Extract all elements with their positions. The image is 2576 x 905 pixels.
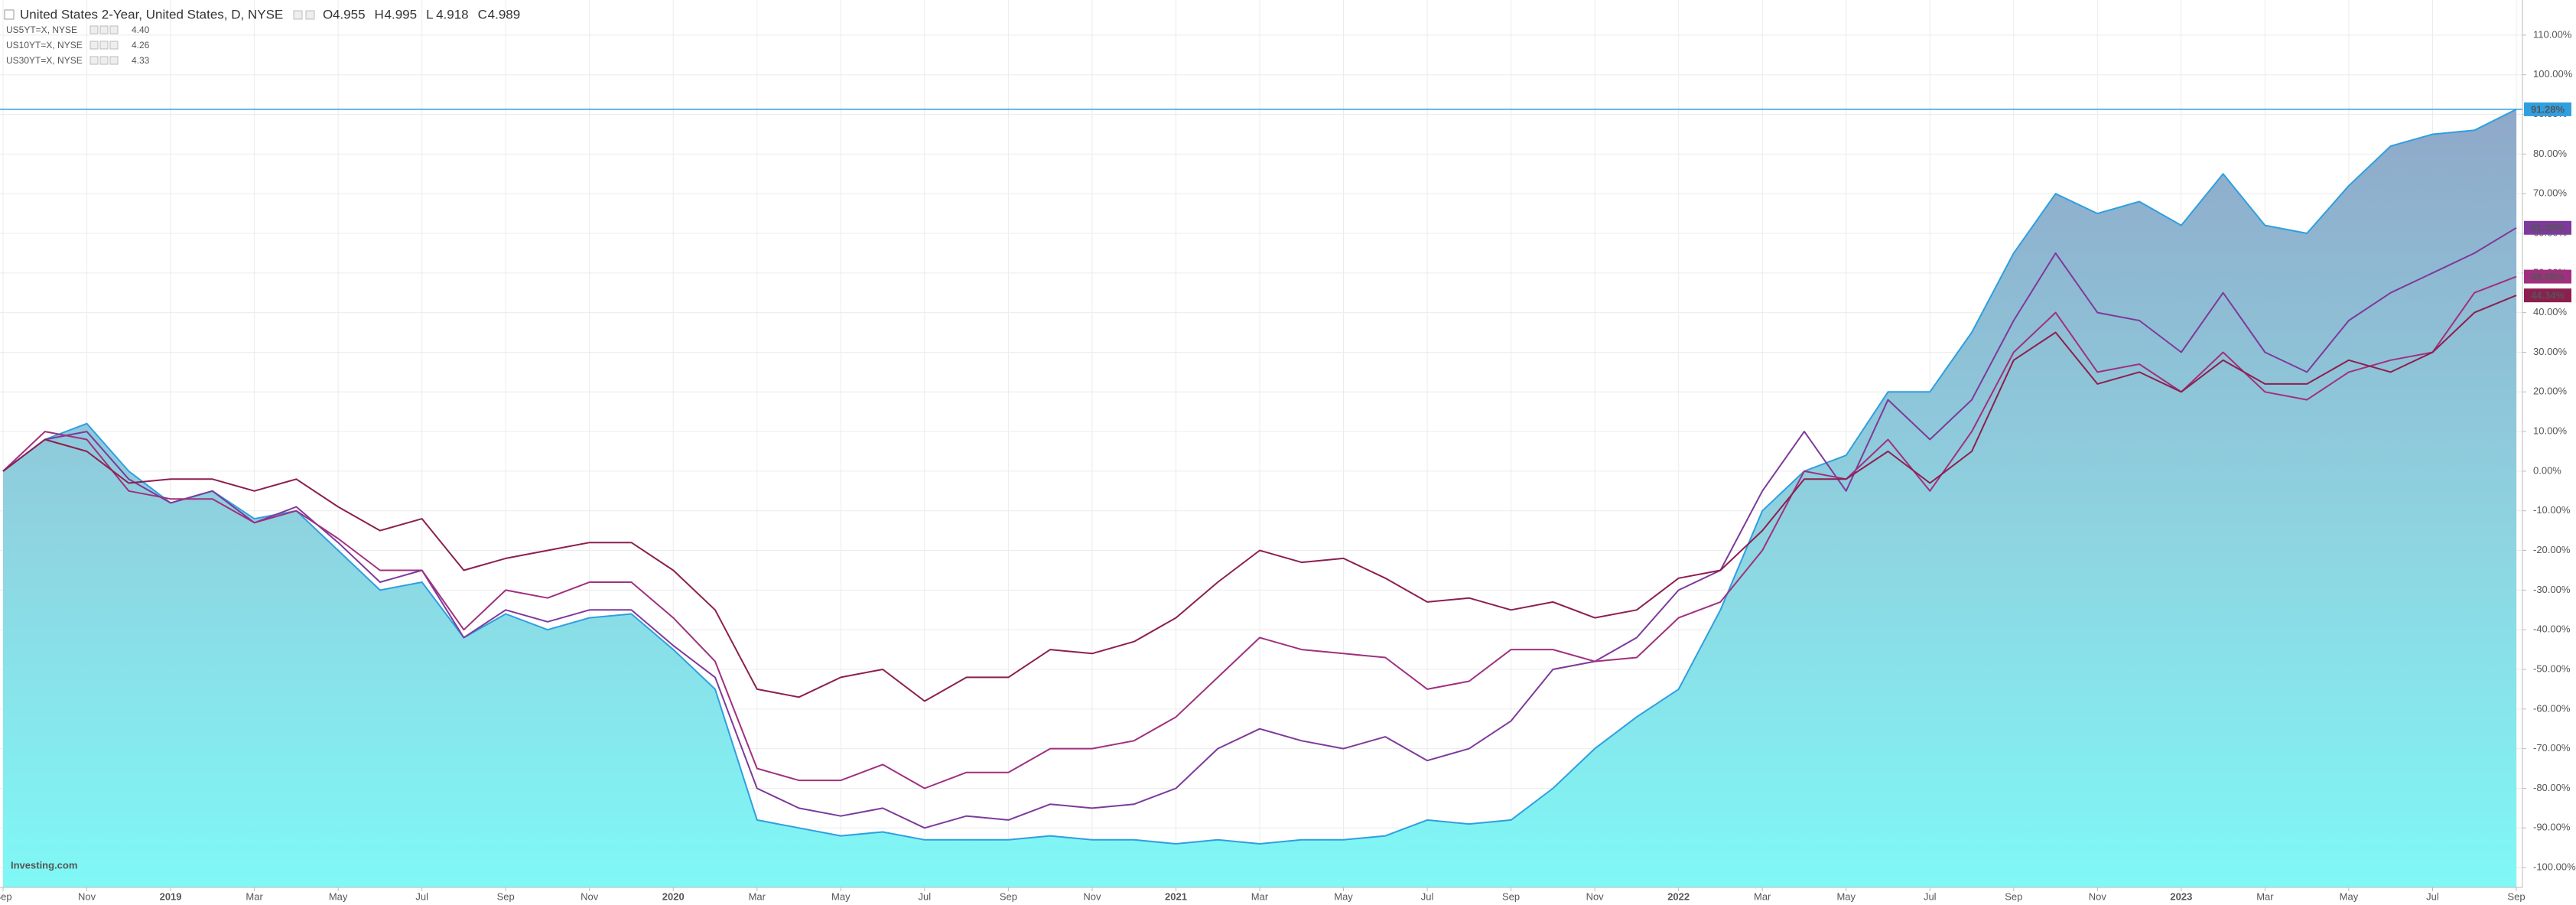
x-tick-label: Nov (1586, 890, 1605, 902)
y-tick-label: 30.00% (2533, 346, 2568, 357)
y-tick-label: 100.00% (2533, 68, 2573, 80)
collapse-icon (4, 9, 15, 20)
x-tick-label: Jul (415, 890, 428, 902)
legend-icon (99, 25, 109, 34)
y-tick-label: -10.00% (2533, 504, 2571, 516)
y-tick-label: -20.00% (2533, 544, 2571, 555)
last-value-label: 49.08% (2531, 271, 2565, 282)
x-tick-label: May (1334, 890, 1353, 902)
y-tick-label: 40.00% (2533, 306, 2568, 317)
x-tick-label: Nov (1083, 890, 1101, 902)
y-tick-label: -90.00% (2533, 822, 2571, 833)
x-tick-label: Sep (2005, 890, 2022, 902)
x-tick-label: Jul (1924, 890, 1937, 902)
y-tick-label: -100.00% (2533, 861, 2576, 873)
x-tick-label: Sep (0, 890, 12, 902)
legend-name: US10YT=X, NYSE (6, 40, 83, 50)
ohlc-value: 4.918 (436, 7, 469, 21)
x-tick-label: Nov (2089, 890, 2107, 902)
x-tick-label: May (2340, 890, 2359, 902)
last-value-label: 44.34% (2531, 290, 2565, 301)
y-tick-label: 0.00% (2533, 464, 2561, 476)
last-value-label: 91.28% (2531, 103, 2565, 115)
y-tick-label: 20.00% (2533, 386, 2568, 397)
y-tick-label: 70.00% (2533, 187, 2568, 199)
x-tick-label: Mar (2256, 890, 2274, 902)
icon (293, 10, 303, 20)
last-value-tag (2524, 220, 2571, 235)
watermark: Investing.com (11, 859, 77, 871)
x-tick-label: Mar (749, 890, 766, 902)
x-tick-label: 2019 (160, 890, 182, 902)
legend-value: 4.33 (132, 55, 150, 66)
legend-value: 4.26 (132, 40, 150, 50)
x-tick-label: May (1836, 890, 1856, 902)
x-tick-label: Nov (581, 890, 599, 902)
legend-icon (89, 41, 99, 50)
y-tick-label: -30.00% (2533, 584, 2571, 595)
x-tick-label: Jul (919, 890, 932, 902)
legend-icon (99, 56, 109, 65)
x-tick-label: Jul (1421, 890, 1434, 902)
x-tick-label: 2020 (662, 890, 685, 902)
x-tick-label: 2021 (1165, 890, 1187, 902)
x-tick-label: Mar (1251, 890, 1269, 902)
legend-icon (109, 56, 119, 65)
line (2, 275, 2517, 789)
area (3, 109, 2516, 887)
ohlc-value: 4.955 (333, 7, 366, 21)
x-tick-label: May (831, 890, 851, 902)
x-tick-label: 2022 (1667, 890, 1690, 902)
ohlc-label: C (478, 7, 487, 21)
header-title: United States 2-Year, United States, D, … (20, 7, 283, 21)
legend-icon (109, 25, 119, 34)
y-tick-label: -70.00% (2533, 742, 2571, 754)
line (2, 295, 2517, 702)
line (2, 109, 2517, 845)
y-tick-label: -80.00% (2533, 782, 2571, 793)
x-tick-label: 2023 (2170, 890, 2192, 902)
ohlc-value: 4.995 (385, 7, 418, 21)
y-tick-label: -60.00% (2533, 702, 2571, 714)
x-tick-label: Mar (246, 890, 263, 902)
plot (0, 109, 2522, 887)
x-tick-label: Jul (2426, 890, 2439, 902)
x-tick-label: Mar (1754, 890, 1771, 902)
ohlc-label: O (323, 7, 333, 21)
last-value-tag (2524, 102, 2571, 116)
x-tick-label: Sep (1000, 890, 1017, 902)
y-tick-label: -40.00% (2533, 623, 2571, 635)
legend-icon (89, 25, 99, 34)
legend-name: US30YT=X, NYSE (6, 55, 83, 66)
ohlc-label: L (426, 7, 433, 21)
last-value-tag (2524, 269, 2571, 284)
x-tick-label: Sep (2507, 890, 2525, 902)
legend-icon (99, 41, 109, 50)
x-tick-label: Nov (78, 890, 96, 902)
last-value-label: 61.39% (2531, 222, 2565, 233)
legend-value: 4.40 (132, 24, 150, 35)
header: United States 2-Year, United States, D, … (4, 7, 521, 871)
legend-icon (89, 56, 99, 65)
ohlc-label: H (375, 7, 384, 21)
x-tick-label: May (329, 890, 348, 902)
y-tick-label: 10.00% (2533, 425, 2568, 437)
icon (305, 10, 315, 20)
legend-name: US5YT=X, NYSE (6, 24, 77, 35)
x-tick-label: Sep (497, 890, 515, 902)
last-value-tag (2524, 288, 2571, 303)
ohlc-value: 4.989 (488, 7, 521, 21)
y-tick-label: 110.00% (2533, 28, 2572, 40)
legend-icon (109, 41, 119, 50)
x-tick-label: Sep (1502, 890, 1520, 902)
y-tick-label: 80.00% (2533, 148, 2568, 159)
y-tick-label: -50.00% (2533, 662, 2571, 674)
